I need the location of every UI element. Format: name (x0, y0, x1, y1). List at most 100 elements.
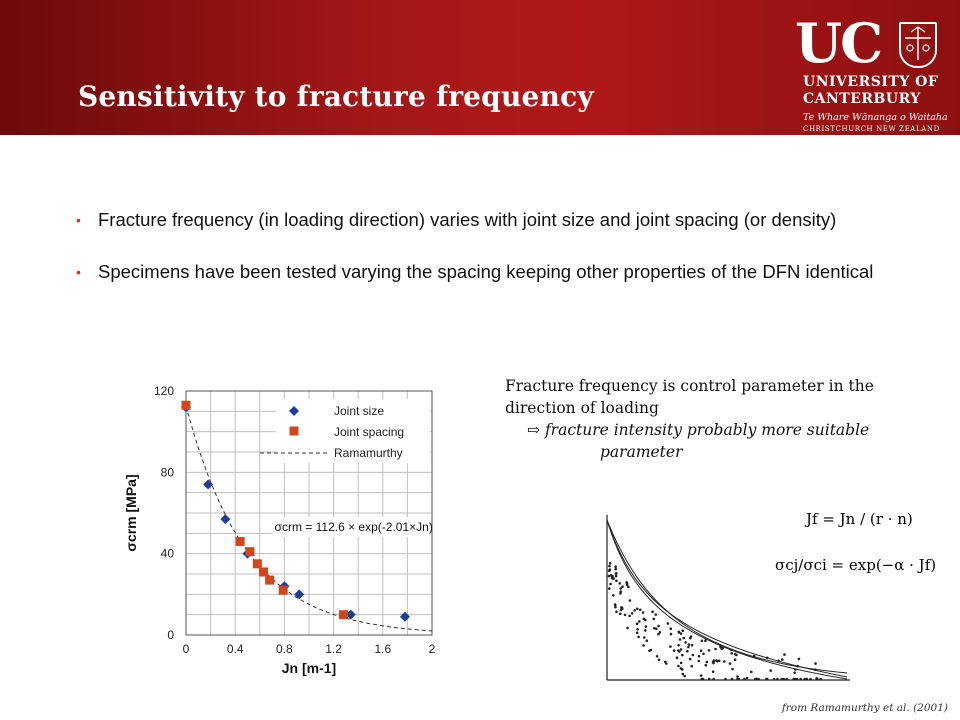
scan-data-dot (626, 626, 629, 630)
scan-data-dot (711, 670, 715, 673)
scan-data-dot (712, 661, 715, 665)
plot-frame (185, 390, 433, 636)
scan-data-dot (672, 649, 676, 652)
scan-data-dot (803, 677, 807, 681)
scan-data-dot (618, 582, 621, 585)
scan-data-dot (679, 667, 683, 670)
scan-data-dot (608, 568, 612, 571)
scan-data-dot (677, 644, 680, 647)
legend-joint-spacing-label: Joint spacing (334, 425, 404, 439)
bullet-item: • Specimens have been tested varying the… (74, 260, 874, 284)
header-banner: Sensitivity to fracture frequency UC UNI… (0, 0, 960, 135)
scan-data-dot (697, 655, 701, 658)
joint-spacing-point (252, 559, 262, 569)
scan-data-dot (635, 607, 639, 611)
scan-data-dot (608, 562, 612, 565)
legend-joint-size-label: Joint size (334, 404, 384, 418)
x-tick-label: 1.2 (325, 642, 342, 656)
scan-data-dot (715, 659, 718, 662)
scan-data-dot (669, 627, 672, 630)
scan-data-dot (701, 677, 705, 681)
scan-data-dot (733, 658, 737, 661)
strength-vs-fracture-frequency-chart: 0 0.4 0.8 1.2 1.6 2 0 40 80 120 Jn [m-1] σcrm [MPa]… (123, 384, 436, 676)
fit-equation-annotation: σcrm = 112.6 × exp(-2.01×Jn) (275, 520, 433, 534)
scan-data-dot (799, 677, 802, 681)
scan-data-dot (769, 669, 772, 672)
joint-spacing-point (235, 536, 245, 546)
scan-data-dot (679, 661, 683, 665)
scan-data-dot (793, 677, 797, 681)
crest-icon (899, 22, 937, 68)
scan-data-dot (654, 613, 657, 616)
joint-spacing-point (278, 585, 288, 595)
scan-data-dot (619, 587, 622, 590)
ramamurthy-scanned-figure (585, 495, 915, 695)
scan-data-dot (648, 649, 651, 652)
scan-data-dot (724, 677, 727, 681)
scan-data-dot (652, 617, 656, 621)
scan-data-dot (678, 638, 682, 641)
bullet-item: • Fracture frequency (in loading directi… (74, 208, 874, 232)
figure-credit: from Ramamurthy et al. (2001) (781, 702, 948, 714)
scan-data-dot (714, 647, 717, 651)
scan-data-dot (607, 574, 611, 578)
scan-data-dot (797, 657, 801, 661)
scan-data-dot (819, 677, 822, 681)
note-line2: ⇨ fracture intensity probably more suita… (505, 419, 925, 441)
scan-data-dot (707, 649, 711, 652)
y-tick-label: 0 (167, 628, 174, 642)
scan-data-dot (700, 639, 704, 643)
y-tick-label: 120 (154, 384, 174, 398)
scan-data-dot (637, 635, 640, 639)
scan-data-dot (644, 629, 647, 632)
scan-data-dot (682, 636, 686, 640)
scan-data-dot (608, 587, 611, 590)
scan-data-dot (615, 610, 618, 614)
scan-data-dot (765, 677, 769, 681)
scan-data-dot (615, 579, 618, 583)
scan-data-dot (623, 613, 627, 617)
scan-data-dot (677, 664, 680, 668)
scan-data-dot (669, 632, 673, 636)
scan-data-dot (735, 653, 738, 657)
scan-data-dot (728, 662, 732, 665)
scan-data-dot (609, 582, 612, 586)
scan-data-dot (621, 585, 624, 588)
scan-data-dot (687, 643, 691, 646)
scan-data-dot (614, 567, 617, 571)
note-line1: Fracture frequency is control parameter … (505, 377, 874, 417)
scan-data-dot (628, 599, 632, 602)
x-tick-label: 0 (183, 642, 190, 656)
joint-spacing-point (181, 400, 191, 410)
scan-data-dot (782, 677, 786, 681)
scan-data-dot (805, 677, 809, 681)
scan-data-dot (633, 609, 636, 612)
annotation-note: Fracture frequency is control parameter … (505, 375, 925, 463)
scan-data-dot (687, 645, 690, 649)
equation-joint-factor: Jf = Jn / (r · n) (806, 510, 913, 528)
scan-data-dot (614, 565, 617, 568)
scan-data-dot (719, 645, 722, 648)
scan-data-dot (645, 639, 649, 642)
scan-data-dot (814, 668, 817, 671)
scan-data-dot (657, 624, 660, 628)
logo-canterbury: CANTERBURY (803, 91, 921, 107)
scan-data-dot (814, 662, 817, 665)
scan-data-dot (642, 644, 645, 647)
scan-data-dot (783, 653, 786, 656)
scan-data-dot (795, 677, 799, 681)
scan-data-dot (642, 636, 646, 639)
scan-data-dot (809, 677, 812, 681)
scan-data-dot (794, 668, 797, 671)
x-axis-label: Jn [m-1] (282, 660, 336, 676)
logo-mark: UC (795, 11, 883, 75)
scan-data-dot (793, 671, 796, 674)
equation-strength-ratio: σcj/σci = exp(−α · Jf) (775, 556, 937, 574)
scan-data-dot (679, 648, 683, 651)
scan-data-dot (636, 628, 639, 631)
scan-data-dot (736, 677, 739, 681)
scan-data-dot (611, 574, 614, 578)
scan-data-dot (688, 657, 692, 661)
scan-data-dot (777, 659, 780, 663)
legend-box (276, 399, 430, 463)
